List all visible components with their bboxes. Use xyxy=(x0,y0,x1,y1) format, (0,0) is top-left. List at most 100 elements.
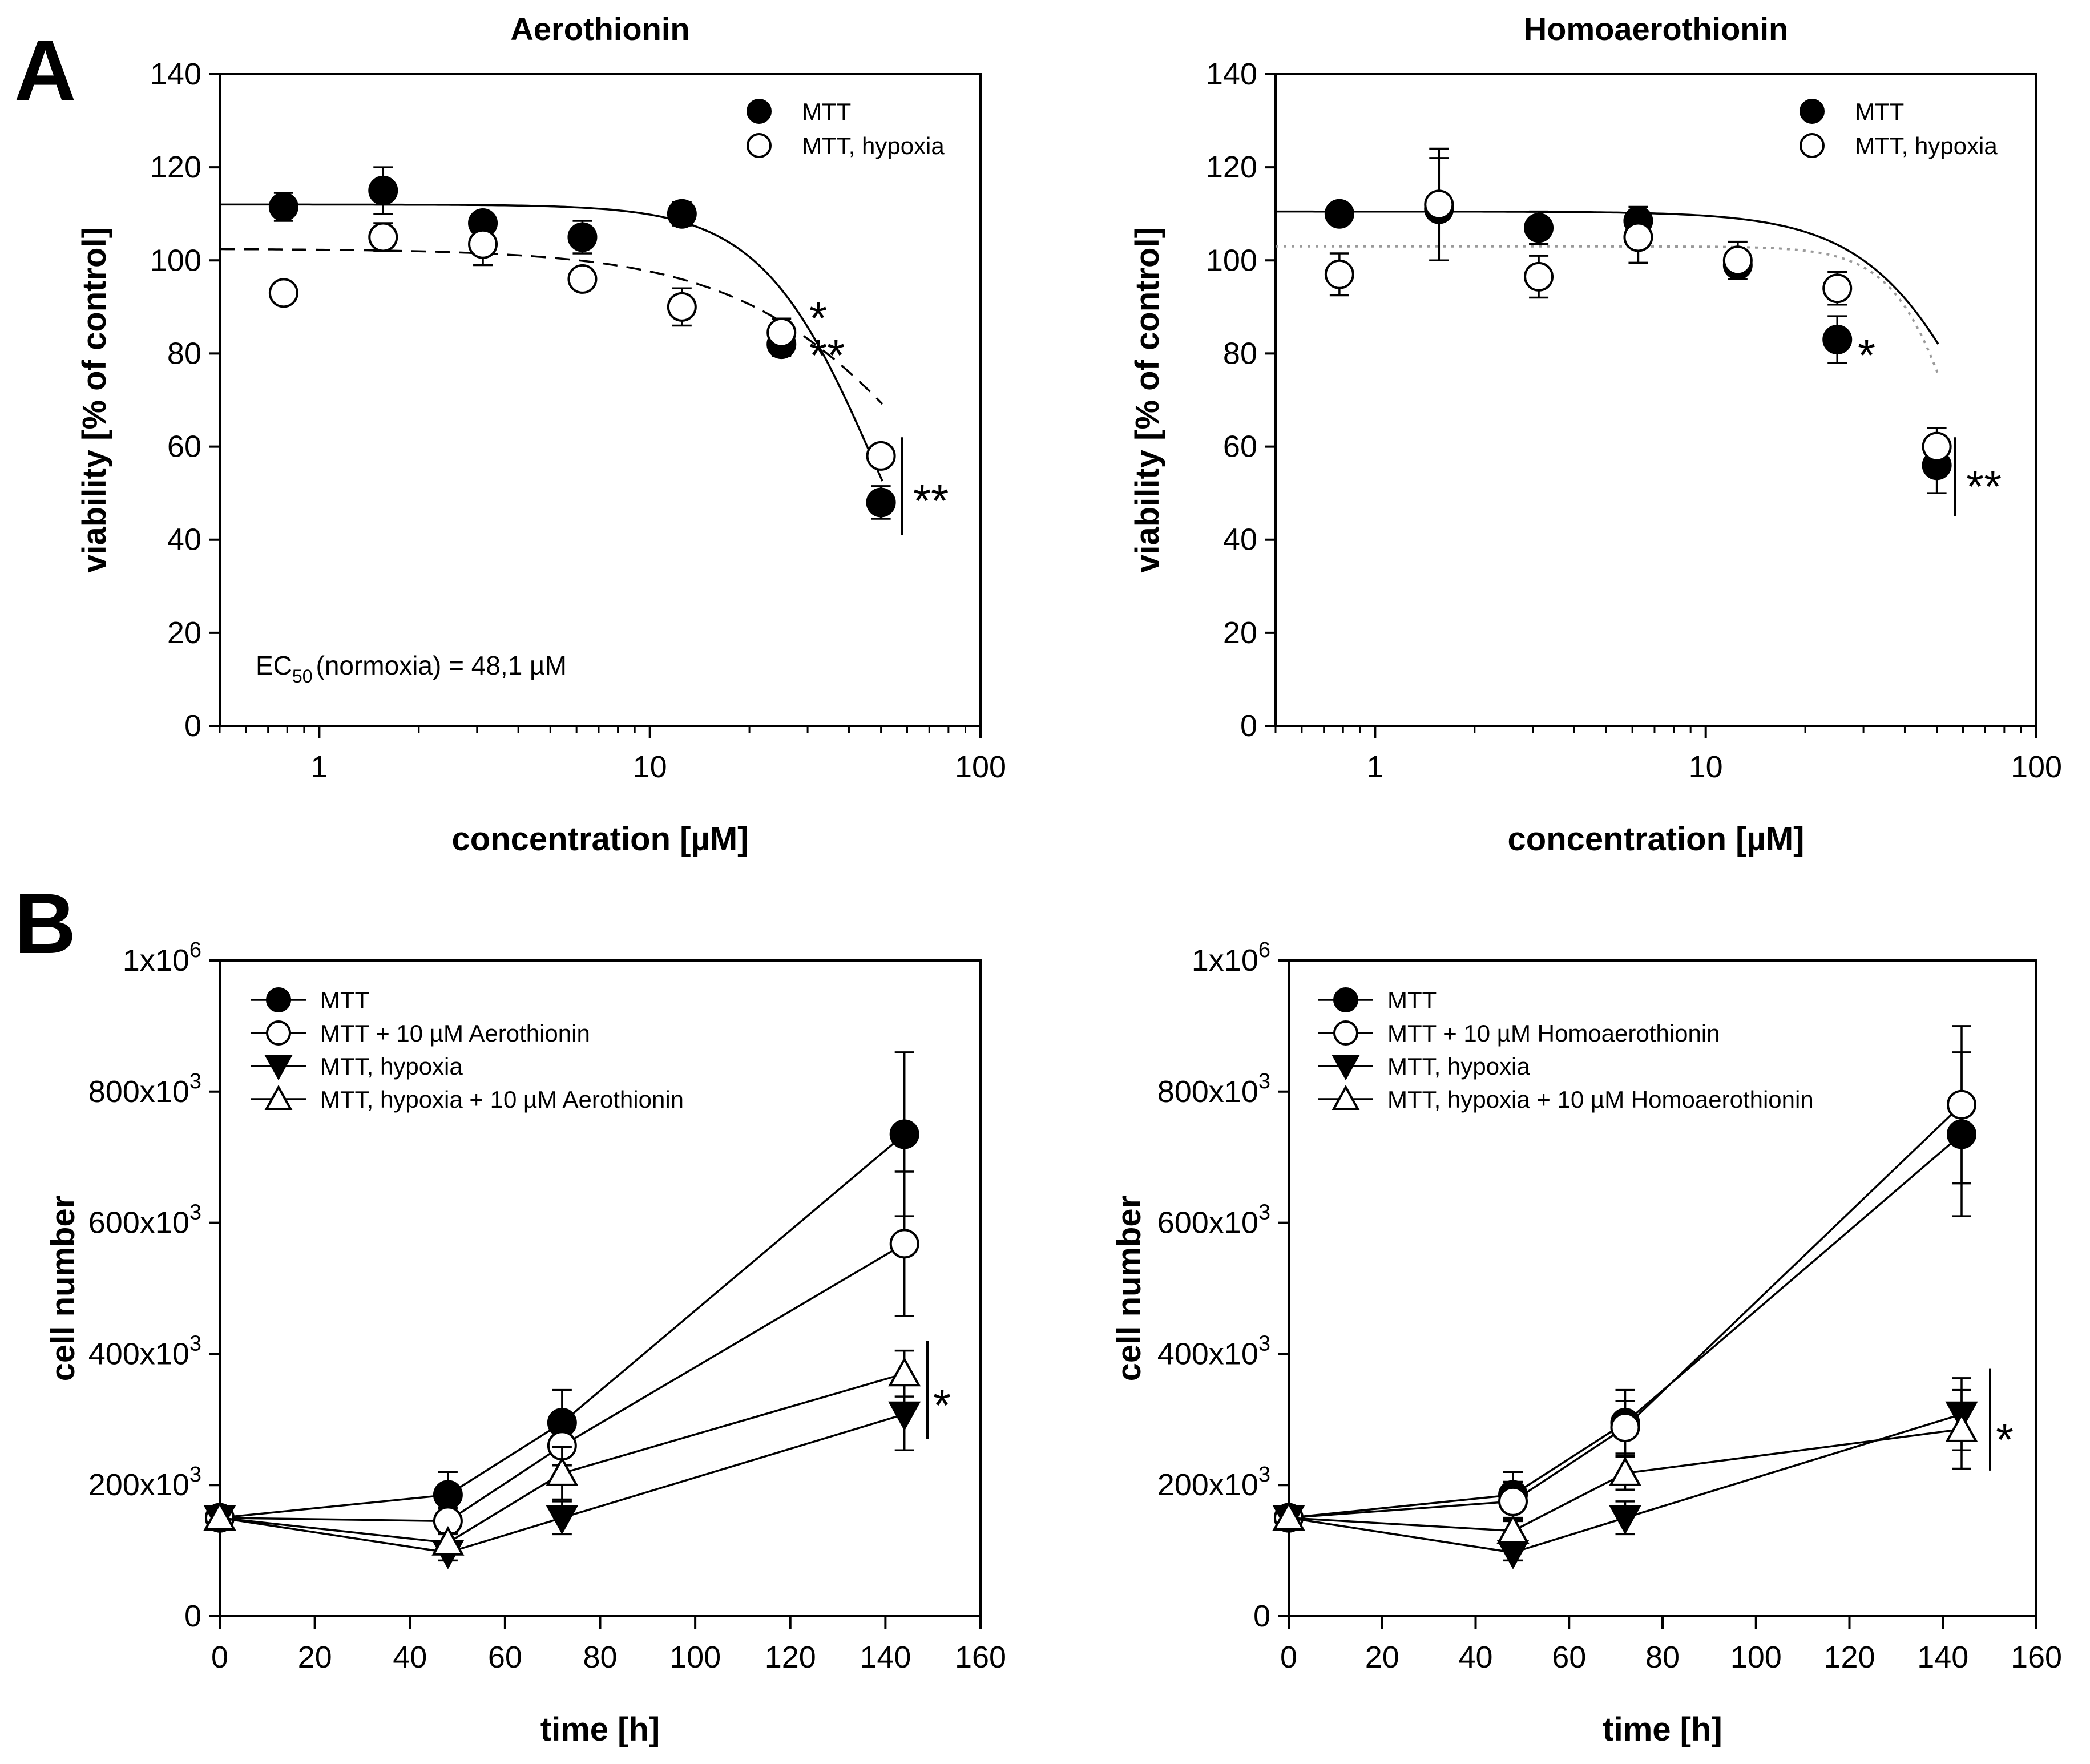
y-tick-label-base: 600x10 xyxy=(1157,1206,1258,1240)
y-tick-label: 400x103 xyxy=(1157,1331,1270,1371)
y-tick-label-base: 1x10 xyxy=(123,943,189,978)
data-point xyxy=(889,1119,919,1149)
series-line xyxy=(219,1373,905,1544)
significance-marker: * xyxy=(933,1380,951,1431)
y-tick-label-base: 0 xyxy=(1253,1599,1270,1633)
data-point xyxy=(268,192,298,222)
data-point xyxy=(368,222,398,252)
x-tick-label: 0 xyxy=(1280,1640,1297,1674)
significance-marker: * xyxy=(809,293,827,344)
significance-marker: * xyxy=(1858,330,1875,381)
y-tick-label-base: 200x10 xyxy=(88,1468,189,1502)
data-point xyxy=(1947,1089,1976,1120)
y-tick-label: 800x103 xyxy=(88,1069,201,1109)
y-tick-label: 1x106 xyxy=(1192,938,1270,978)
legend-label: MTT xyxy=(1387,987,1437,1014)
significance-marker: ** xyxy=(1966,461,2002,512)
y-tick-label: 120 xyxy=(1206,150,1257,184)
y-tick-label: 400x103 xyxy=(88,1331,201,1371)
plot-frame xyxy=(1274,73,2037,727)
legend-marker xyxy=(1332,1055,1360,1081)
y-tick-label-base: 400x10 xyxy=(1157,1337,1258,1371)
y-tick-label: 0 xyxy=(1240,709,1257,743)
y-tick-label-base: 200x10 xyxy=(1157,1468,1258,1502)
series-line xyxy=(1288,1133,1963,1519)
x-tick-label: 100 xyxy=(2011,750,2062,784)
x-tick-label: 140 xyxy=(1917,1640,1968,1674)
chart-title: Homoaerothionin xyxy=(1524,11,1789,47)
series-line xyxy=(219,1133,905,1519)
y-tick-label-base: 1x10 xyxy=(1192,943,1258,978)
y-tick-label-exponent: 6 xyxy=(1258,938,1270,962)
legend: MTT MTT + 10 µM Aerothionin MTT, hypoxia MT… xyxy=(251,987,684,1113)
x-tick-label: 100 xyxy=(955,750,1006,784)
data-point xyxy=(1524,261,1554,292)
legend-label: MTT, hypoxia + 10 µM Homoaerothionin xyxy=(1387,1086,1814,1113)
x-tick-label: 20 xyxy=(298,1640,332,1674)
data-point xyxy=(546,1456,579,1486)
data-point xyxy=(1324,259,1354,289)
legend-label: MTT, hypoxia xyxy=(1387,1053,1530,1080)
legend-marker xyxy=(1332,1084,1360,1110)
y-tick-label-exponent: 3 xyxy=(1258,1463,1270,1487)
x-tick-label: 10 xyxy=(633,750,667,784)
x-axis-label: time [h] xyxy=(540,1711,660,1748)
data-point xyxy=(1524,213,1554,243)
x-tick-label: 0 xyxy=(211,1640,228,1674)
data-point xyxy=(866,441,896,471)
fit-curve xyxy=(220,248,883,405)
y-tick-label-base: 400x10 xyxy=(88,1337,189,1371)
y-axis-label: cell number xyxy=(1111,1196,1148,1382)
y-axis-label: viability [% of control] xyxy=(1129,227,1166,573)
legend-label: MTT xyxy=(802,98,851,125)
x-tick-label: 120 xyxy=(765,1640,816,1674)
y-tick-label-exponent: 3 xyxy=(189,1069,201,1093)
fit-curve xyxy=(1276,210,1939,345)
data-point xyxy=(1272,1501,1305,1531)
series-1 xyxy=(220,166,896,520)
y-tick-label: 120 xyxy=(150,150,201,184)
x-tick-label: 10 xyxy=(1689,750,1723,784)
y-tick-label-base: 800x10 xyxy=(88,1075,189,1109)
panel-label-a: A xyxy=(14,22,76,118)
y-tick-label: 200x103 xyxy=(1157,1463,1270,1502)
legend: MTT MTT, hypoxia xyxy=(1800,98,1998,159)
data-point xyxy=(1608,1505,1642,1535)
series-line xyxy=(1288,1428,1962,1532)
y-tick-label-base: 800x10 xyxy=(1157,1075,1258,1109)
y-tick-label: 600x103 xyxy=(88,1201,201,1240)
series-4 xyxy=(203,1349,921,1556)
fit-curve xyxy=(1276,245,1939,375)
x-axis-label: time [h] xyxy=(1603,1711,1722,1748)
legend: MTT MTT, hypoxia xyxy=(747,98,945,159)
y-tick-label: 0 xyxy=(184,1599,201,1633)
y-tick-label-base: 0 xyxy=(184,1599,201,1633)
panel-label-b: B xyxy=(14,875,76,971)
y-tick-label: 80 xyxy=(1223,336,1257,370)
y-tick-label: 40 xyxy=(1223,523,1257,557)
y-tick-label-exponent: 3 xyxy=(1258,1201,1270,1225)
series-line xyxy=(219,1413,905,1554)
legend-label: MTT, hypoxia xyxy=(802,132,945,159)
data-point xyxy=(567,222,598,252)
series-line xyxy=(1288,1413,1962,1554)
legend-label: MTT xyxy=(320,987,369,1014)
legend-marker xyxy=(747,133,772,158)
data-point xyxy=(1496,1540,1530,1569)
legend-label: MTT, hypoxia xyxy=(320,1053,463,1080)
data-point xyxy=(433,1480,463,1510)
y-tick-label: 100 xyxy=(150,243,201,277)
x-tick-label: 100 xyxy=(669,1640,721,1674)
significance-marker: ** xyxy=(913,475,949,526)
x-tick-label: 80 xyxy=(1645,1640,1680,1674)
y-tick-label-exponent: 3 xyxy=(1258,1331,1270,1355)
y-axis-label: viability [% of control] xyxy=(76,227,113,573)
data-point xyxy=(468,229,498,259)
legend-marker xyxy=(264,1055,293,1081)
y-tick-label: 1x106 xyxy=(123,938,201,978)
x-tick-label: 60 xyxy=(1552,1640,1586,1674)
y-tick-label-exponent: 3 xyxy=(189,1331,201,1355)
